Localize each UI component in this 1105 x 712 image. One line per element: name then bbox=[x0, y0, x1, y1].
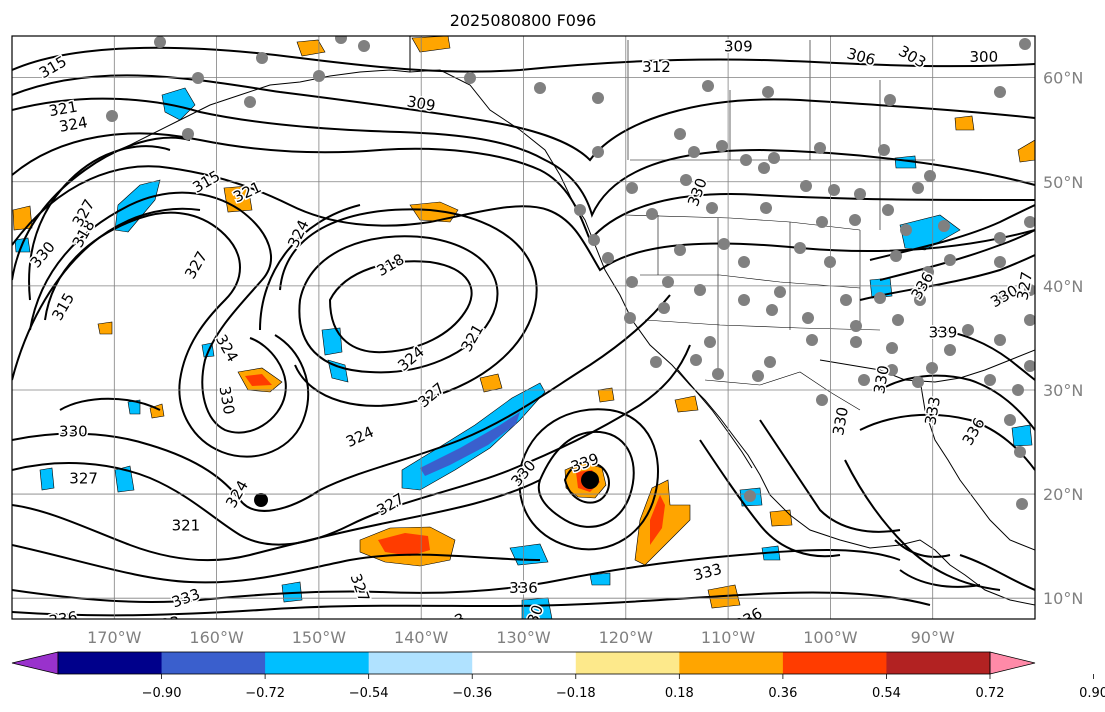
colorbar-segment bbox=[161, 652, 266, 674]
colorbar bbox=[11, 651, 1036, 675]
colorbar-tick-label: −0.90 bbox=[142, 686, 182, 701]
colorbar-tick-label: 0.54 bbox=[872, 686, 901, 701]
lon-tick-label: 130°W bbox=[496, 628, 551, 647]
colorbar-extend-high bbox=[989, 651, 1036, 675]
contour-label: 321 bbox=[172, 516, 201, 534]
colorbar-segment bbox=[58, 652, 163, 674]
colorbar-tick-labels: −0.90 −0.72 −0.54 −0.36 −0.18 0.18 0.36 0.54 0.7… bbox=[142, 674, 1105, 701]
contour-label: 336 bbox=[509, 579, 538, 597]
contour-label: 330 bbox=[829, 406, 852, 437]
lat-tick-label: 60°N bbox=[1043, 69, 1083, 88]
contour-lines bbox=[12, 46, 1035, 617]
lat-tick-label: 30°N bbox=[1043, 381, 1083, 400]
contour-label: 330 bbox=[59, 423, 88, 441]
colorbar-segment bbox=[368, 652, 473, 674]
contour-label: 312 bbox=[642, 58, 671, 76]
contour-label: 309 bbox=[724, 37, 753, 55]
contour-label: 333 bbox=[435, 609, 469, 639]
contour-label: 327 bbox=[69, 469, 98, 487]
colorbar-tick-label: −0.72 bbox=[245, 686, 285, 701]
contour-label: 321 bbox=[47, 98, 78, 121]
contour-label: 327 bbox=[1013, 270, 1036, 301]
lon-tick-label: 160°W bbox=[189, 628, 244, 647]
colorbar-segment bbox=[265, 652, 370, 674]
colorbar-frame bbox=[57, 651, 991, 675]
lat-tick-label: 40°N bbox=[1043, 277, 1083, 296]
lon-tick-label: 110°W bbox=[701, 628, 756, 647]
contour-label: 300 bbox=[970, 48, 999, 66]
graticule bbox=[12, 36, 1035, 619]
station-markers bbox=[106, 36, 1035, 510]
lon-tick-label: 150°W bbox=[292, 628, 347, 647]
colorbar-tick-label: 0.18 bbox=[665, 686, 694, 701]
low-center-marker bbox=[254, 493, 268, 507]
colorbar-tick-label: 0.72 bbox=[976, 686, 1005, 701]
low-center-marker bbox=[581, 471, 599, 489]
contour-label: 339 bbox=[18, 626, 47, 644]
contour-label: 339 bbox=[929, 324, 958, 342]
lat-tick-label: 20°N bbox=[1043, 485, 1083, 504]
colorbar-segment bbox=[472, 652, 577, 674]
lat-tick-label: 50°N bbox=[1043, 173, 1083, 192]
colorbar-segment bbox=[679, 652, 784, 674]
map-title: 2025080800 F096 bbox=[450, 11, 597, 30]
lon-tick-label: 120°W bbox=[599, 628, 654, 647]
colorbar-segment bbox=[575, 652, 680, 674]
lon-tick-label: 90°W bbox=[911, 628, 955, 647]
lon-tick-label: 140°W bbox=[394, 628, 449, 647]
coastlines bbox=[119, 36, 1035, 606]
colorbar-tick-label: 0.36 bbox=[768, 686, 797, 701]
colorbar-tick-label: 0.90 bbox=[1079, 686, 1105, 701]
colorbar-tick-label: −0.18 bbox=[556, 686, 596, 701]
colorbar-tick-label: −0.36 bbox=[452, 686, 492, 701]
colorbar-segment bbox=[782, 652, 887, 674]
latitude-tick-labels: 60°N 50°N 40°N 30°N 20°N 10°N bbox=[1043, 69, 1083, 609]
colorbar-extend-low bbox=[11, 651, 59, 675]
lon-tick-label: 170°W bbox=[87, 628, 142, 647]
longitude-tick-labels: 170°W 160°W 150°W 140°W 130°W 120°W 110°W 100°W… bbox=[87, 628, 955, 647]
map-frame bbox=[11, 35, 1036, 620]
colorbar-tick-label: −0.54 bbox=[349, 686, 389, 701]
lon-tick-label: 100°W bbox=[803, 628, 858, 647]
political-borders bbox=[624, 40, 935, 411]
colorbar-segment bbox=[886, 652, 991, 674]
lat-tick-label: 10°N bbox=[1043, 589, 1083, 608]
contour-label: 333 bbox=[150, 613, 181, 636]
